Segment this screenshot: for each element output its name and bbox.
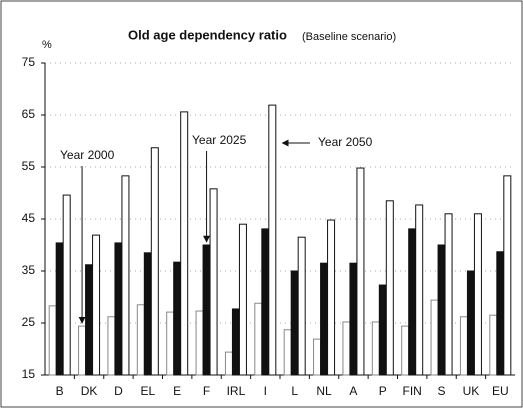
x-tick-label: EL [140,384,155,398]
series-annotation: Year 2025 [192,133,247,147]
bar [496,251,505,376]
bar [327,219,336,376]
bar [371,321,380,376]
bar [150,147,159,376]
bar [459,316,468,376]
bar [444,213,453,376]
y-tick-label: 15 [22,367,36,381]
bar [313,338,322,376]
x-tick-label: L [291,384,298,398]
bar [473,213,482,376]
bar [342,321,351,376]
bar [114,242,123,376]
bar [268,104,277,376]
bar [55,242,64,376]
bar [209,188,218,376]
y-tick-label: 25 [22,315,36,329]
bar [437,244,446,376]
bar [92,234,101,376]
bar [489,314,498,376]
bar [107,316,116,376]
y-tick-label: 75 [22,55,36,69]
bar [143,252,152,376]
x-tick-label: IRL [227,384,246,398]
bar [385,200,394,376]
y-axis-label: % [42,39,52,51]
x-tick-label: B [56,384,64,398]
bar [85,264,94,376]
bar [136,304,145,376]
x-tick-label: A [349,384,357,398]
x-tick-label: E [173,384,181,398]
chart-title: Old age dependency ratio [128,27,287,42]
y-tick-label: 45 [22,211,36,225]
x-tick-label: P [379,384,387,398]
bar [78,325,87,376]
x-tick-label: D [114,384,123,398]
x-tick-label: I [264,384,267,398]
x-tick-label: EU [492,384,509,398]
x-tick-label: UK [463,384,480,398]
bar [378,284,387,376]
bar [254,302,263,376]
bar [48,305,57,376]
bar [430,299,439,376]
bar [231,308,240,376]
bar [401,325,410,376]
bar [349,262,358,376]
y-tick-label: 65 [22,107,36,121]
bar [62,194,71,376]
series-annotation: Year 2000 [60,148,115,162]
bar [415,204,424,376]
bar [261,228,270,376]
x-tick-label: NL [316,384,332,398]
bar [202,244,211,376]
bar [283,329,292,376]
bar [173,261,182,376]
bar [180,111,189,376]
bar [503,175,512,376]
bar [320,262,329,376]
y-tick-label: 55 [22,159,36,173]
bar [356,167,365,376]
bar [297,236,306,376]
bar [166,311,175,376]
bar [290,270,299,376]
bar [408,228,417,376]
bar [121,175,130,376]
series-annotation: Year 2050 [318,135,373,149]
x-tick-label: FIN [403,384,422,398]
x-tick-label: DK [81,384,98,398]
x-tick-label: S [438,384,446,398]
bar [224,351,233,376]
chart-subtitle: (Baseline scenario) [302,31,396,43]
bar [466,270,475,376]
bar [238,223,247,376]
bar [195,310,204,376]
x-tick-label: F [203,384,210,398]
y-tick-label: 35 [22,263,36,277]
